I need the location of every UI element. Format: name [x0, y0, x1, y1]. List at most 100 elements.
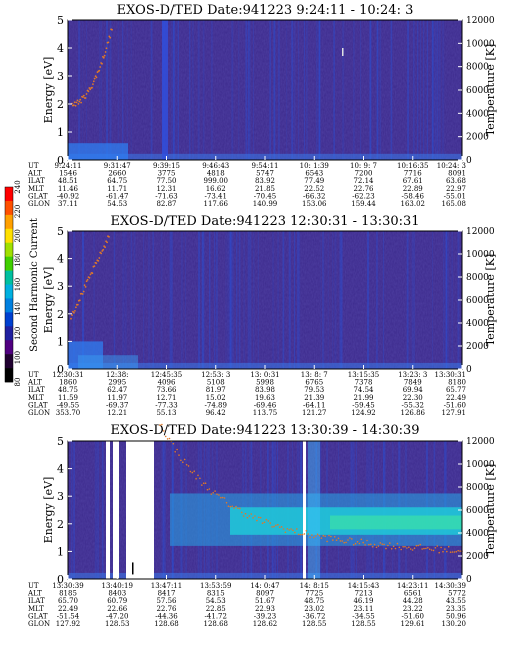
table-cell: 46.19 [353, 597, 373, 605]
temperature-point [88, 87, 91, 89]
temperature-point [71, 314, 73, 316]
temperature-point [408, 546, 410, 548]
temperature-point [413, 547, 416, 549]
vertical-streak [229, 231, 231, 369]
orbit-table: UTALTILATMLTGLATGLON12:30:31186048.7511.… [27, 371, 466, 417]
table-cell: 12.31 [156, 185, 176, 193]
table-cell: 22.85 [206, 605, 226, 613]
panel-2: EXOS-D/TED Date:941223 12:30:31 - 13:30:… [27, 214, 497, 417]
row-label-mlt: MLT [28, 394, 44, 402]
temperature-point [400, 548, 403, 551]
table-cell: 14:15:43 [348, 582, 379, 590]
vertical-streak [318, 20, 321, 160]
temperature-point [214, 490, 216, 492]
table-cell: 4818 [207, 170, 225, 178]
row-label-ut: UT [28, 162, 39, 170]
temperature-point [375, 546, 378, 549]
table-cell: -61.47 [106, 192, 128, 200]
table-cell: 23.35 [446, 605, 466, 613]
temperature-point [307, 533, 310, 535]
vertical-streak [445, 231, 447, 369]
table-cell: 8185 [59, 590, 77, 598]
y-right-tick-label: 10000 [466, 460, 495, 470]
temperature-point [82, 290, 85, 293]
temperature-point [244, 512, 247, 515]
table-cell: 14: 0:47 [250, 582, 279, 590]
temperature-point [220, 496, 222, 499]
y-right-tick-label: 10000 [466, 39, 495, 49]
table-cell: 13:15:35 [348, 371, 379, 379]
colorbar-segment [5, 200, 13, 216]
y-right-axis-label: Temperature [K] [484, 44, 497, 136]
temperature-point [383, 543, 385, 546]
table-cell: 7200 [355, 170, 373, 178]
colorbar-tick-label: 80 [14, 378, 22, 387]
vertical-streak [231, 231, 233, 369]
vertical-streak [376, 20, 378, 160]
temperature-point [453, 551, 456, 553]
vertical-streak [122, 231, 125, 369]
vertical-streak [291, 20, 293, 160]
vertical-streak [332, 231, 334, 369]
table-cell: 12:30:31 [52, 371, 83, 379]
table-cell: -51.54 [57, 612, 80, 620]
temperature-point [430, 549, 433, 551]
vertical-streak [447, 231, 450, 369]
table-cell: 8403 [108, 590, 126, 598]
table-cell: 11.46 [58, 185, 79, 193]
vertical-streak [257, 231, 259, 369]
vertical-streak [106, 20, 108, 160]
table-cell: -58.46 [402, 192, 425, 200]
table-cell: -47.20 [106, 612, 128, 620]
table-cell: 15.02 [206, 394, 226, 402]
vertical-streak [451, 231, 453, 369]
temperature-point [101, 250, 104, 252]
vertical-streak [303, 20, 305, 160]
y-right-tick-label: 12000 [466, 227, 495, 237]
temperature-point [411, 549, 414, 551]
y-right-tick-label: 0 [466, 156, 472, 166]
vertical-streak [298, 20, 300, 160]
y-tick-label: 4 [57, 463, 64, 476]
temperature-point [438, 551, 441, 554]
vertical-streak [198, 231, 200, 369]
y-right-tick-label: 2000 [466, 552, 489, 562]
temperature-point [427, 547, 429, 549]
vertical-streak [238, 20, 240, 160]
temperature-point [309, 536, 311, 539]
panel-title: EXOS-D/TED Date:941223 9:24:11 - 10:24: … [117, 3, 414, 18]
temperature-point [92, 80, 95, 83]
ion-band-core [330, 515, 462, 530]
vertical-streak [333, 20, 335, 160]
table-cell: 14:23:11 [397, 582, 428, 590]
temperature-point [371, 546, 374, 548]
vertical-streak [172, 231, 173, 369]
table-cell: 13: 8: 7 [301, 371, 328, 379]
temperature-point [333, 536, 336, 538]
row-label-ut: UT [28, 371, 39, 379]
table-cell: 22.49 [446, 394, 466, 402]
colorbar-tick-label: 160 [14, 278, 22, 291]
temperature-point [332, 539, 334, 541]
temperature-point [84, 97, 87, 99]
noise-texture [68, 231, 462, 369]
temperature-point [105, 47, 108, 50]
table-cell: 5998 [256, 379, 274, 387]
vertical-streak [161, 441, 164, 579]
temperature-point [269, 522, 272, 524]
table-cell: 9:24:11 [55, 162, 82, 170]
vertical-streak [216, 231, 218, 369]
temperature-point [166, 438, 169, 440]
temperature-point [78, 100, 81, 103]
colorbar-segment [5, 256, 13, 271]
temperature-point [362, 541, 365, 544]
table-cell: -36.72 [303, 612, 325, 620]
vertical-streak [445, 231, 448, 369]
row-label-ilat: ILAT [28, 177, 45, 185]
temperature-point [343, 541, 346, 544]
temperature-point [172, 442, 175, 445]
temperature-point [368, 543, 370, 546]
vertical-streak [169, 231, 172, 369]
temperature-point [428, 548, 431, 550]
table-cell: 65.70 [58, 597, 78, 605]
